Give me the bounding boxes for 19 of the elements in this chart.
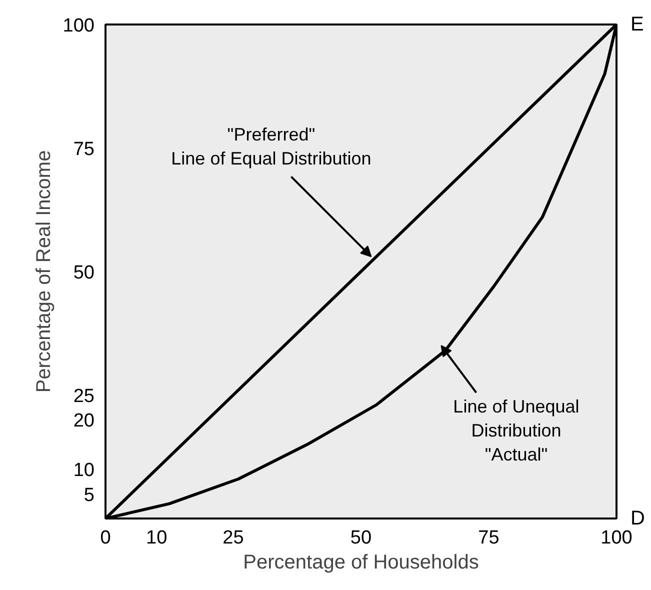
x-tick-label: 50	[350, 528, 372, 548]
y-tick-label: 5	[84, 484, 95, 506]
text: D	[630, 508, 645, 530]
text: E	[630, 14, 644, 36]
annotation: Line of Unequal Distribution "Actual"	[453, 396, 580, 465]
y-tick-label: 20	[73, 410, 95, 432]
x-axis-title: Percentage of Households	[243, 552, 479, 574]
y-tick-label: 100	[62, 16, 94, 36]
y-tick-label: 10	[73, 460, 95, 482]
x-tick-label: 25	[222, 528, 244, 548]
y-tick-label: 75	[73, 139, 95, 160]
y-axis-title: Percentage of Real Income	[32, 150, 55, 393]
x-tick-label: 0	[100, 528, 111, 548]
x-tick-label: 75	[478, 528, 500, 548]
x-tick-label: 100	[600, 528, 632, 548]
x-tick-label: 10	[146, 528, 168, 548]
annotation: "Preferred" Line of Equal Distribution	[171, 124, 372, 169]
y-tick-label: 50	[73, 262, 95, 284]
y-tick-label: 25	[73, 386, 95, 407]
